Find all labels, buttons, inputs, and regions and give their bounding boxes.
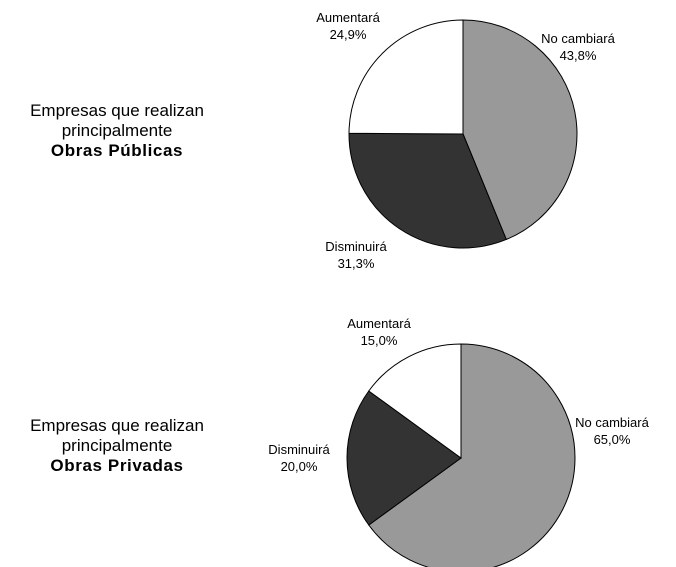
- side-label-line-1: Empresas que realizan: [30, 101, 204, 120]
- slice-label-disminuira: Disminuirá 20,0%: [268, 442, 330, 474]
- side-label-line-3: Obras Públicas: [50, 141, 184, 160]
- pie-svg: No cambiará 65,0% Disminuirá 20,0% Aumentará…: [268, 316, 650, 567]
- side-label-line-1: Empresas que realizan: [30, 416, 204, 435]
- slice-label-no-cambiara: No cambiará 65,0%: [575, 415, 649, 447]
- slice-label-no-cambiara: No cambiará 43,8%: [541, 31, 615, 63]
- slice-label-aumentara: Aumentará 24,9%: [316, 10, 380, 42]
- slice-value-label: 65,0%: [594, 432, 631, 447]
- chart-side-label: Empresas que realizan principalmente Obr…: [0, 101, 234, 161]
- pie-chart-obras-privadas: Empresas que realizan principalmente Obr…: [0, 290, 676, 567]
- slice-category-label: Disminuirá: [268, 442, 330, 457]
- slice-label-disminuira: Disminuirá 31,3%: [325, 239, 387, 271]
- slice-value-label: 31,3%: [338, 256, 375, 271]
- side-label-line-3: Obras Privadas: [50, 456, 184, 475]
- pie-slice-no-cambiara: [462, 19, 578, 241]
- slice-category-label: No cambiará: [541, 31, 615, 46]
- pie-slice-no-cambiara: [368, 343, 576, 567]
- slice-label-aumentara: Aumentará 15,0%: [347, 316, 411, 348]
- slice-category-label: Aumentará: [347, 316, 411, 331]
- slice-category-label: Aumentará: [316, 10, 380, 25]
- pie-slice-disminuira: [346, 390, 462, 526]
- slice-value-label: 20,0%: [281, 459, 318, 474]
- side-label-line-2: principalmente: [61, 436, 173, 455]
- slice-value-label: 15,0%: [361, 333, 398, 348]
- pie-svg: No cambiará 43,8% Disminuirá 31,3% Aumentará…: [316, 10, 615, 271]
- pie-slice-disminuira: [348, 132, 507, 249]
- side-label-line-2: principalmente: [61, 121, 173, 140]
- slice-value-label: 43,8%: [560, 48, 597, 63]
- slice-category-label: No cambiará: [575, 415, 649, 430]
- pie-chart-obras-publicas: Empresas que realizan principalmente Obr…: [0, 10, 616, 271]
- pie-slice-aumentara: [368, 343, 462, 459]
- slice-category-label: Disminuirá: [325, 239, 387, 254]
- pie-slice-aumentara: [348, 19, 464, 135]
- slice-value-label: 24,9%: [330, 27, 367, 42]
- chart-side-label: Empresas que realizan principalmente Obr…: [0, 416, 234, 476]
